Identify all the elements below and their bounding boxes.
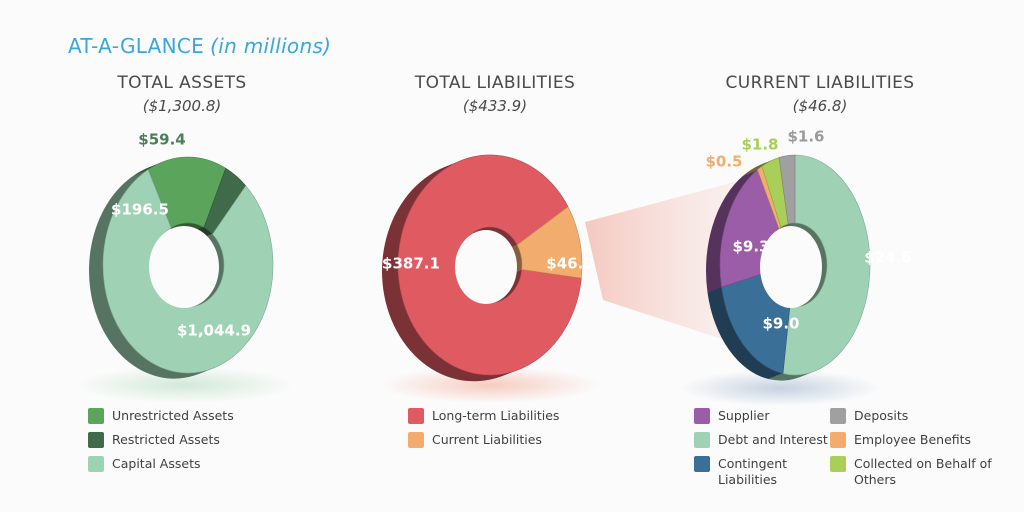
legend-item: Current Liabilities [408, 432, 542, 448]
assets-glow [75, 367, 295, 403]
assets-total: ($1,300.8) [142, 97, 222, 115]
slice-value-label: $1.6 [787, 128, 824, 146]
legend-swatch [694, 432, 710, 448]
legend-label: Unrestricted Assets [112, 408, 234, 423]
legend-item: Deposits [830, 408, 908, 424]
page-heading: AT-A-GLANCE (in millions) [68, 34, 331, 58]
legend-item: Capital Assets [88, 456, 200, 472]
legend-item: Debt and Interest [694, 432, 828, 448]
legend-swatch [88, 456, 104, 472]
liabilities-total: ($433.9) [462, 97, 528, 115]
slice-value-label: $46.8 [546, 255, 593, 273]
legend-item: Supplier [694, 408, 770, 424]
slice-value-label: $1.8 [741, 136, 778, 154]
legend-label: Capital Assets [112, 456, 201, 471]
slice-value-label: $196.5 [111, 201, 169, 219]
slice-value-label: $1,044.9 [177, 322, 251, 340]
legend-item: Collected on Behalf of Others [830, 456, 1004, 488]
breakout-connector [585, 180, 742, 345]
legend-swatch [408, 408, 424, 424]
legend-swatch [408, 432, 424, 448]
assets-title: TOTAL ASSETS [117, 73, 247, 93]
current-glow [680, 370, 880, 406]
legend-item: Restricted Assets [88, 432, 220, 448]
legend-label: Contingent Liabilities [718, 456, 788, 487]
legend-swatch [694, 408, 710, 424]
donut-slice [782, 154, 871, 376]
slice-value-label: $59.4 [138, 131, 185, 149]
legend-swatch [830, 408, 846, 424]
donut-total-assets: $196.5 $59.4 $1,044.9 [88, 131, 274, 379]
liabilities-glow [380, 367, 600, 403]
legend-swatch [88, 408, 104, 424]
heading-subtitle: (in millions) [210, 34, 332, 58]
liabilities-title: TOTAL LIABILITIES [414, 73, 576, 93]
legend-item: Unrestricted Assets [88, 408, 234, 424]
legend-swatch [88, 432, 104, 448]
slice-value-label: $24.6 [864, 249, 911, 267]
legend-label: Debt and Interest [718, 432, 828, 447]
legend-label: Collected on Behalf of Others [854, 456, 992, 487]
legend-swatch [694, 456, 710, 472]
legend-label: Restricted Assets [112, 432, 220, 447]
donut-slice [778, 154, 796, 225]
legend-label: Long-term Liabilities [432, 408, 560, 423]
slice-value-label: $9.3 [732, 238, 769, 256]
legend-item: Contingent Liabilities [694, 456, 814, 488]
legend-swatch [830, 456, 846, 472]
heading-title: AT-A-GLANCE [68, 34, 205, 58]
slice-value-label: $9.0 [762, 315, 799, 333]
legend-label: Supplier [718, 408, 770, 423]
donut-current-liabilities: $24.6 $9.0 $9.3 $0.5$1.8 $1.6 [705, 128, 912, 381]
legend-label: Deposits [854, 408, 909, 423]
legend-swatch [830, 432, 846, 448]
donut-hole [455, 230, 517, 304]
donut-hole [149, 226, 219, 308]
donut-slice [516, 206, 583, 279]
current-title: CURRENT LIABILITIES [725, 73, 915, 93]
slice-value-label: $0.5 [705, 153, 742, 171]
donut-hole [760, 226, 822, 308]
donut-slice [102, 169, 274, 374]
slice-value-label: $387.1 [382, 255, 440, 273]
current-total: ($46.8) [792, 97, 848, 115]
legend-item: Long-term Liabilities [408, 408, 559, 424]
legend-label: Employee Benefits [854, 432, 972, 447]
donut-total-liabilities: $387.1 $46.8 [382, 154, 594, 382]
legend-label: Current Liabilities [432, 432, 542, 447]
legend-item: Employee Benefits [830, 432, 971, 448]
